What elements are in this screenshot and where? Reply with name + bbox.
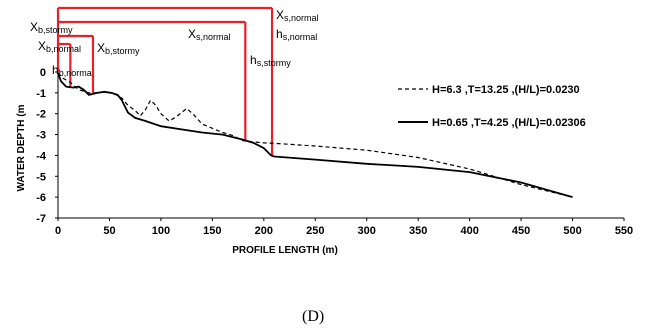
y-tick-label: -2 (36, 109, 46, 121)
legend-label-solid: H=0.65 ,T=4.25 ,(H/L)=0.02306 (432, 117, 586, 129)
tick-labels: 0 50 100 150 200 250 300 350 400 450 500 550 0 -1 -2 -3… (36, 67, 633, 237)
annot-hb-normal: hb,norma (52, 63, 92, 78)
x-tick-label: 300 (358, 225, 376, 237)
axes (55, 71, 625, 221)
y-tick-label: -5 (36, 171, 46, 183)
panel-label: (D) (302, 308, 325, 325)
annot-xs-stormy: Xs,normal (188, 27, 231, 42)
series-lines (57, 72, 573, 198)
x-tick-label: 550 (615, 225, 633, 237)
y-tick-label: -7 (36, 213, 46, 225)
legend: H=6.3 ,T=13.25 ,(H/L)=0.0230 H=0.65 ,T=4… (398, 84, 586, 129)
annotation-lines (56, 6, 274, 156)
x-tick-label: 500 (563, 225, 581, 237)
legend-label-dashed: H=6.3 ,T=13.25 ,(H/L)=0.0230 (432, 84, 580, 96)
annot-hs-normal: hs,normal (276, 27, 317, 42)
x-tick-label: 250 (306, 225, 324, 237)
annot-xb-stormy: Xb,stormy (30, 20, 73, 35)
annot-xb-normal: Xb,normal (38, 39, 81, 54)
annot-xb-stormy-2: Xb,stormy (97, 41, 140, 56)
x-tick-label: 0 (55, 225, 61, 237)
annot-hs-stormy: hs,stormy (250, 53, 291, 68)
y-tick-label: -6 (36, 192, 46, 204)
x-axis-title: PROFILE LENGTH (m) (232, 245, 338, 256)
y-tick-label: -4 (36, 150, 47, 162)
y-tick-label: 0 (40, 67, 46, 79)
y-tick-label: -3 (36, 130, 46, 142)
x-tick-label: 350 (409, 225, 427, 237)
x-tick-label: 400 (460, 225, 478, 237)
series-line-2 (57, 72, 573, 198)
annot-xs-normal: Xs,normal (276, 8, 319, 23)
y-tick-label: -1 (36, 88, 46, 100)
x-tick-label: 100 (152, 225, 170, 237)
x-tick-label: 450 (512, 225, 530, 237)
x-tick-label: 150 (203, 225, 221, 237)
x-tick-label: 50 (103, 225, 115, 237)
y-axis-title: WATER DEPTH (m (16, 104, 27, 191)
x-tick-label: 200 (255, 225, 273, 237)
